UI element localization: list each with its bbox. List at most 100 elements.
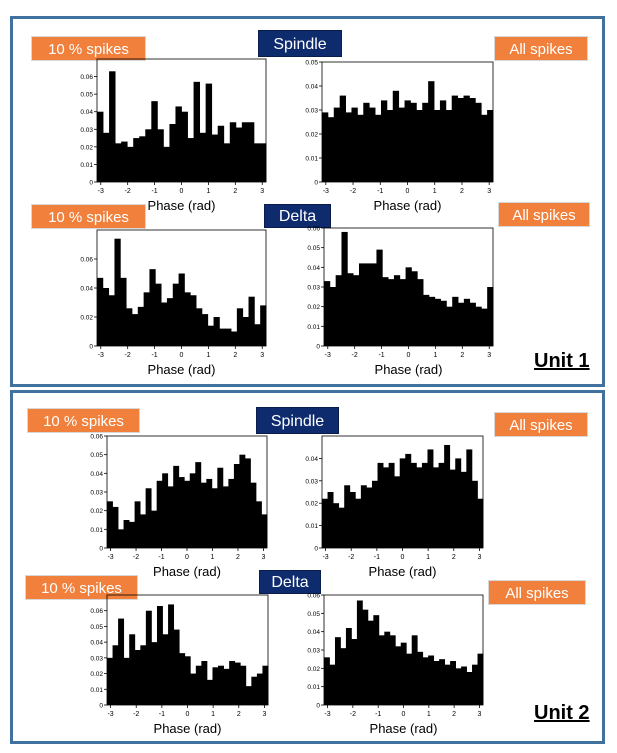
histogram-bar <box>231 331 238 346</box>
y-tick-label: 0.04 <box>80 109 93 116</box>
histogram-bar <box>156 606 163 705</box>
x-tick-label: 0 <box>180 188 184 195</box>
label-10pct-spikes: 10 % spikes <box>27 408 140 433</box>
x-tick-label: -3 <box>324 711 330 718</box>
histogram-bar <box>400 642 407 705</box>
y-tick-label: 0.01 <box>305 523 318 530</box>
x-axis-label: Phase (rad) <box>370 721 438 736</box>
histogram-bar <box>405 453 412 548</box>
x-tick-label: 2 <box>460 352 464 359</box>
histogram-bar <box>475 306 482 346</box>
histogram-bar <box>445 110 453 182</box>
label-10pct-spikes: 10 % spikes <box>31 36 146 61</box>
histogram-bar <box>404 100 411 182</box>
histogram-bar <box>199 132 207 182</box>
histogram-bar <box>205 83 213 182</box>
histogram-bar <box>195 462 202 548</box>
x-tick-label: 2 <box>233 188 237 195</box>
histogram-bar <box>261 514 268 548</box>
histogram-bar <box>254 324 261 346</box>
y-tick-label: 0.04 <box>307 629 320 636</box>
histogram-bar <box>213 317 220 346</box>
histogram-bar <box>351 639 358 705</box>
y-tick-label: 0.01 <box>90 687 103 694</box>
x-axis-label: Phase (rad) <box>154 721 222 736</box>
x-axis-label: Phase (rad) <box>153 564 221 579</box>
histogram-bar <box>322 112 329 182</box>
x-tick-label: 3 <box>487 188 491 195</box>
histogram-bar <box>329 664 336 705</box>
histogram-bar <box>341 231 348 346</box>
histogram-bar <box>417 651 424 705</box>
histogram-bar <box>145 129 152 182</box>
histogram-bar <box>388 279 395 346</box>
x-tick-label: -1 <box>151 188 157 195</box>
histogram-bar <box>184 292 191 346</box>
label-delta: Delta <box>264 204 331 228</box>
histogram-bar <box>103 132 110 182</box>
label-10pct-spikes: 10 % spikes <box>25 575 138 600</box>
label-delta: Delta <box>259 570 321 594</box>
histogram-bar <box>481 114 488 182</box>
y-tick-label: 0.06 <box>80 74 93 81</box>
histogram-bar <box>178 477 185 548</box>
histogram-bar <box>211 134 219 182</box>
y-tick-label: 0.01 <box>90 527 103 534</box>
histogram-bar <box>175 106 182 182</box>
x-tick-label: 0 <box>406 188 410 195</box>
x-tick-label: 0 <box>180 352 184 359</box>
y-tick-label: 0.06 <box>307 226 320 233</box>
y-tick-label: 0.05 <box>307 245 320 252</box>
x-tick-label: -2 <box>352 352 358 359</box>
histogram-bar <box>421 462 428 548</box>
histogram-bar <box>172 283 179 346</box>
histogram-bar <box>370 263 377 346</box>
histogram-bar <box>373 615 380 705</box>
histogram-bar <box>201 314 209 346</box>
x-tick-label: -1 <box>374 554 380 561</box>
x-tick-label: 2 <box>236 554 240 561</box>
histogram-bar <box>324 281 331 346</box>
y-tick-label: 0 <box>314 546 318 553</box>
x-tick-label: -3 <box>98 188 104 195</box>
histogram-bar <box>364 263 372 346</box>
histogram-bar <box>410 462 417 548</box>
histogram-bar <box>129 521 135 548</box>
y-tick-label: 0.03 <box>305 478 318 485</box>
y-tick-label: 0.06 <box>307 593 320 600</box>
x-tick-label: 1 <box>206 352 210 359</box>
histogram-bar <box>477 653 484 705</box>
y-tick-label: 0.04 <box>307 265 320 272</box>
histogram-bar <box>120 277 127 346</box>
histogram-bar <box>363 102 370 182</box>
histogram-bar <box>376 249 383 346</box>
histogram-bar <box>218 665 224 705</box>
x-axis-label: Phase (rad) <box>369 564 437 579</box>
y-tick-label: 0 <box>316 344 320 351</box>
histogram-bar <box>362 609 369 705</box>
histogram-bar <box>131 314 139 346</box>
histogram-bar <box>353 275 360 346</box>
histogram-bar <box>439 100 447 182</box>
histogram-bar <box>411 635 418 705</box>
histogram-bar <box>469 98 476 182</box>
histogram-bar <box>449 469 456 548</box>
histogram-bar <box>395 646 402 705</box>
histogram-bar <box>423 294 430 346</box>
unit-label: Unit 2 <box>534 702 590 724</box>
x-tick-label: 1 <box>427 711 431 718</box>
histogram-bar <box>428 81 435 182</box>
histogram-bar <box>166 298 174 346</box>
y-tick-label: 0.01 <box>305 156 318 163</box>
x-tick-label: 3 <box>487 352 491 359</box>
histogram-bar <box>410 102 417 182</box>
histogram-bar <box>118 618 125 705</box>
histogram-bar <box>151 642 158 705</box>
histogram-bar <box>322 498 328 548</box>
x-axis-label: Phase (rad) <box>148 362 216 377</box>
y-tick-label: 0.02 <box>307 666 320 673</box>
x-tick-label: -2 <box>125 188 131 195</box>
histogram-bar <box>461 666 467 705</box>
histogram-bar <box>179 653 186 705</box>
histogram-bar <box>434 110 441 182</box>
